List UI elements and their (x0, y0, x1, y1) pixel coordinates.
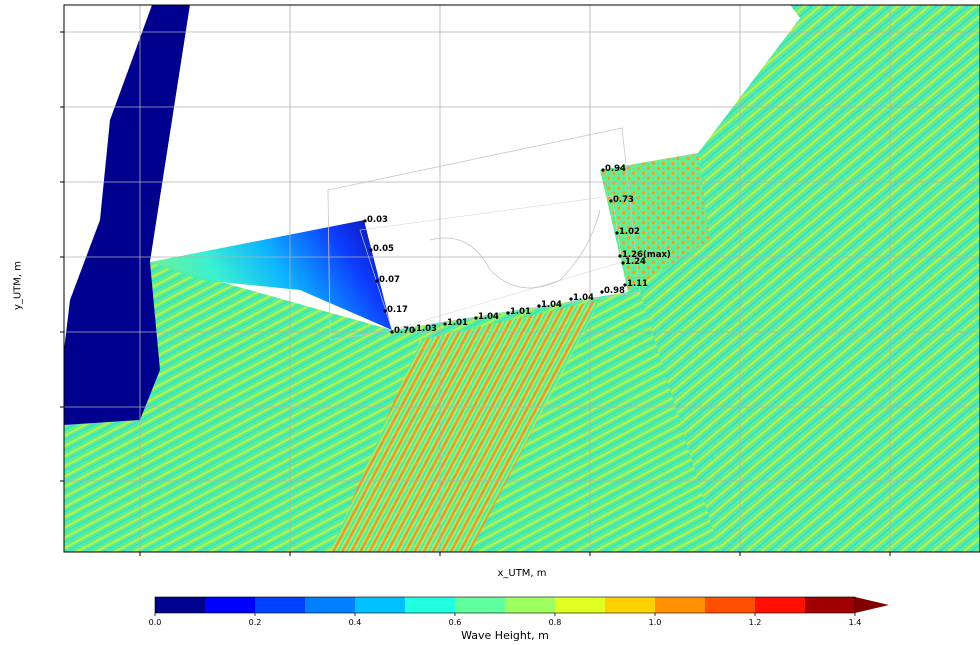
annotation-label: 0.94 (605, 164, 626, 174)
annotation-point (375, 279, 379, 283)
colorbar: 0.0 0.2 0.4 0.6 0.8 1.0 1.2 1.4 (149, 596, 889, 627)
y-axis-label: y_UTM, m (12, 260, 24, 311)
colorbar-segment (605, 597, 656, 613)
colorbar-segment (705, 597, 756, 613)
annotations: 0.03 0.05 0.07 0.17 0.70 1.03 1.01 1.04 1.01 1.04… (363, 164, 671, 336)
colorbar-segment (405, 597, 456, 613)
annotation-label: 1.01 (510, 307, 531, 317)
annotation-label: 0.05 (373, 244, 394, 254)
colorbar-tick-label: 0.2 (249, 618, 262, 627)
colorbar-extend (855, 597, 889, 613)
colorbar-tick-label: 1.4 (849, 618, 862, 627)
colorbar-segment (755, 597, 806, 613)
colorbar-segment (355, 597, 406, 613)
annotation-label: 1.01 (447, 318, 468, 328)
wave-field-northeast (640, 5, 980, 552)
axes-frame (63, 4, 980, 553)
wave-field-hot-band (330, 300, 600, 552)
breakwater-outline (327, 127, 641, 341)
annotation-point (383, 309, 387, 313)
annotation-point (369, 248, 373, 252)
colorbar-segment (205, 597, 256, 613)
annotation-label: 0.98 (604, 286, 625, 296)
annotation-point (537, 304, 541, 308)
colorbar-segment (505, 597, 556, 613)
colorbar-tick-label: 0.6 (449, 618, 462, 627)
annotation-label: 1.11 (627, 279, 648, 289)
annotation-label: 0.03 (367, 215, 388, 225)
annotation-label: 0.73 (613, 195, 634, 205)
colorbar-tick-label: 1.0 (649, 618, 662, 627)
annotation-point (621, 261, 625, 265)
shadow-zone (150, 220, 392, 330)
colorbar-segment (655, 597, 706, 613)
colorbar-segment (305, 597, 356, 613)
dry-region (150, 5, 800, 330)
grid-lines (64, 5, 980, 552)
annotation-label: 0.07 (379, 275, 400, 285)
annotation-point (390, 330, 394, 334)
annotation-point (609, 199, 613, 203)
annotation-point (363, 219, 367, 223)
annotation-point (412, 328, 416, 332)
x-axis-label: x_UTM, m (497, 568, 547, 579)
annotation-label: 1.02 (619, 227, 640, 237)
annotation-point (618, 254, 622, 258)
colorbar-segment (555, 597, 606, 613)
colorbar-segment (155, 597, 206, 613)
colorbar-segment (455, 597, 506, 613)
annotation-label: 1.03 (416, 324, 437, 334)
annotation-label: 1.24 (625, 257, 646, 267)
land-white (64, 5, 152, 350)
annotation-label: 1.04 (541, 300, 562, 310)
annotation-label: 0.70 (394, 326, 415, 336)
coast-line (429, 209, 601, 289)
colorbar-segment (255, 597, 306, 613)
annotation-point (474, 316, 478, 320)
annotation-label: 1.04 (573, 293, 594, 303)
annotation-point (600, 290, 604, 294)
annotation-label: 1.26(max) (622, 250, 671, 260)
annotation-point (615, 231, 619, 235)
axis-ticks (60, 31, 891, 556)
colorbar-tick-label: 0.4 (349, 618, 362, 627)
colorbar-segment (805, 597, 856, 613)
annotation-point (569, 297, 573, 301)
annotation-label: 0.17 (387, 305, 408, 315)
heatmap-field (64, 5, 980, 552)
annotation-point (601, 168, 605, 172)
annotation-point (506, 311, 510, 315)
colorbar-label: Wave Height, m (461, 629, 549, 642)
annotation-point (623, 283, 627, 287)
colorbar-tick-label: 0.8 (549, 618, 562, 627)
colorbar-frame (154, 596, 856, 614)
annotation-point (443, 322, 447, 326)
colorbar-tick-label: 1.2 (749, 618, 762, 627)
colorbar-tick-label: 0.0 (149, 618, 162, 627)
annotation-label: 1.04 (478, 312, 499, 322)
